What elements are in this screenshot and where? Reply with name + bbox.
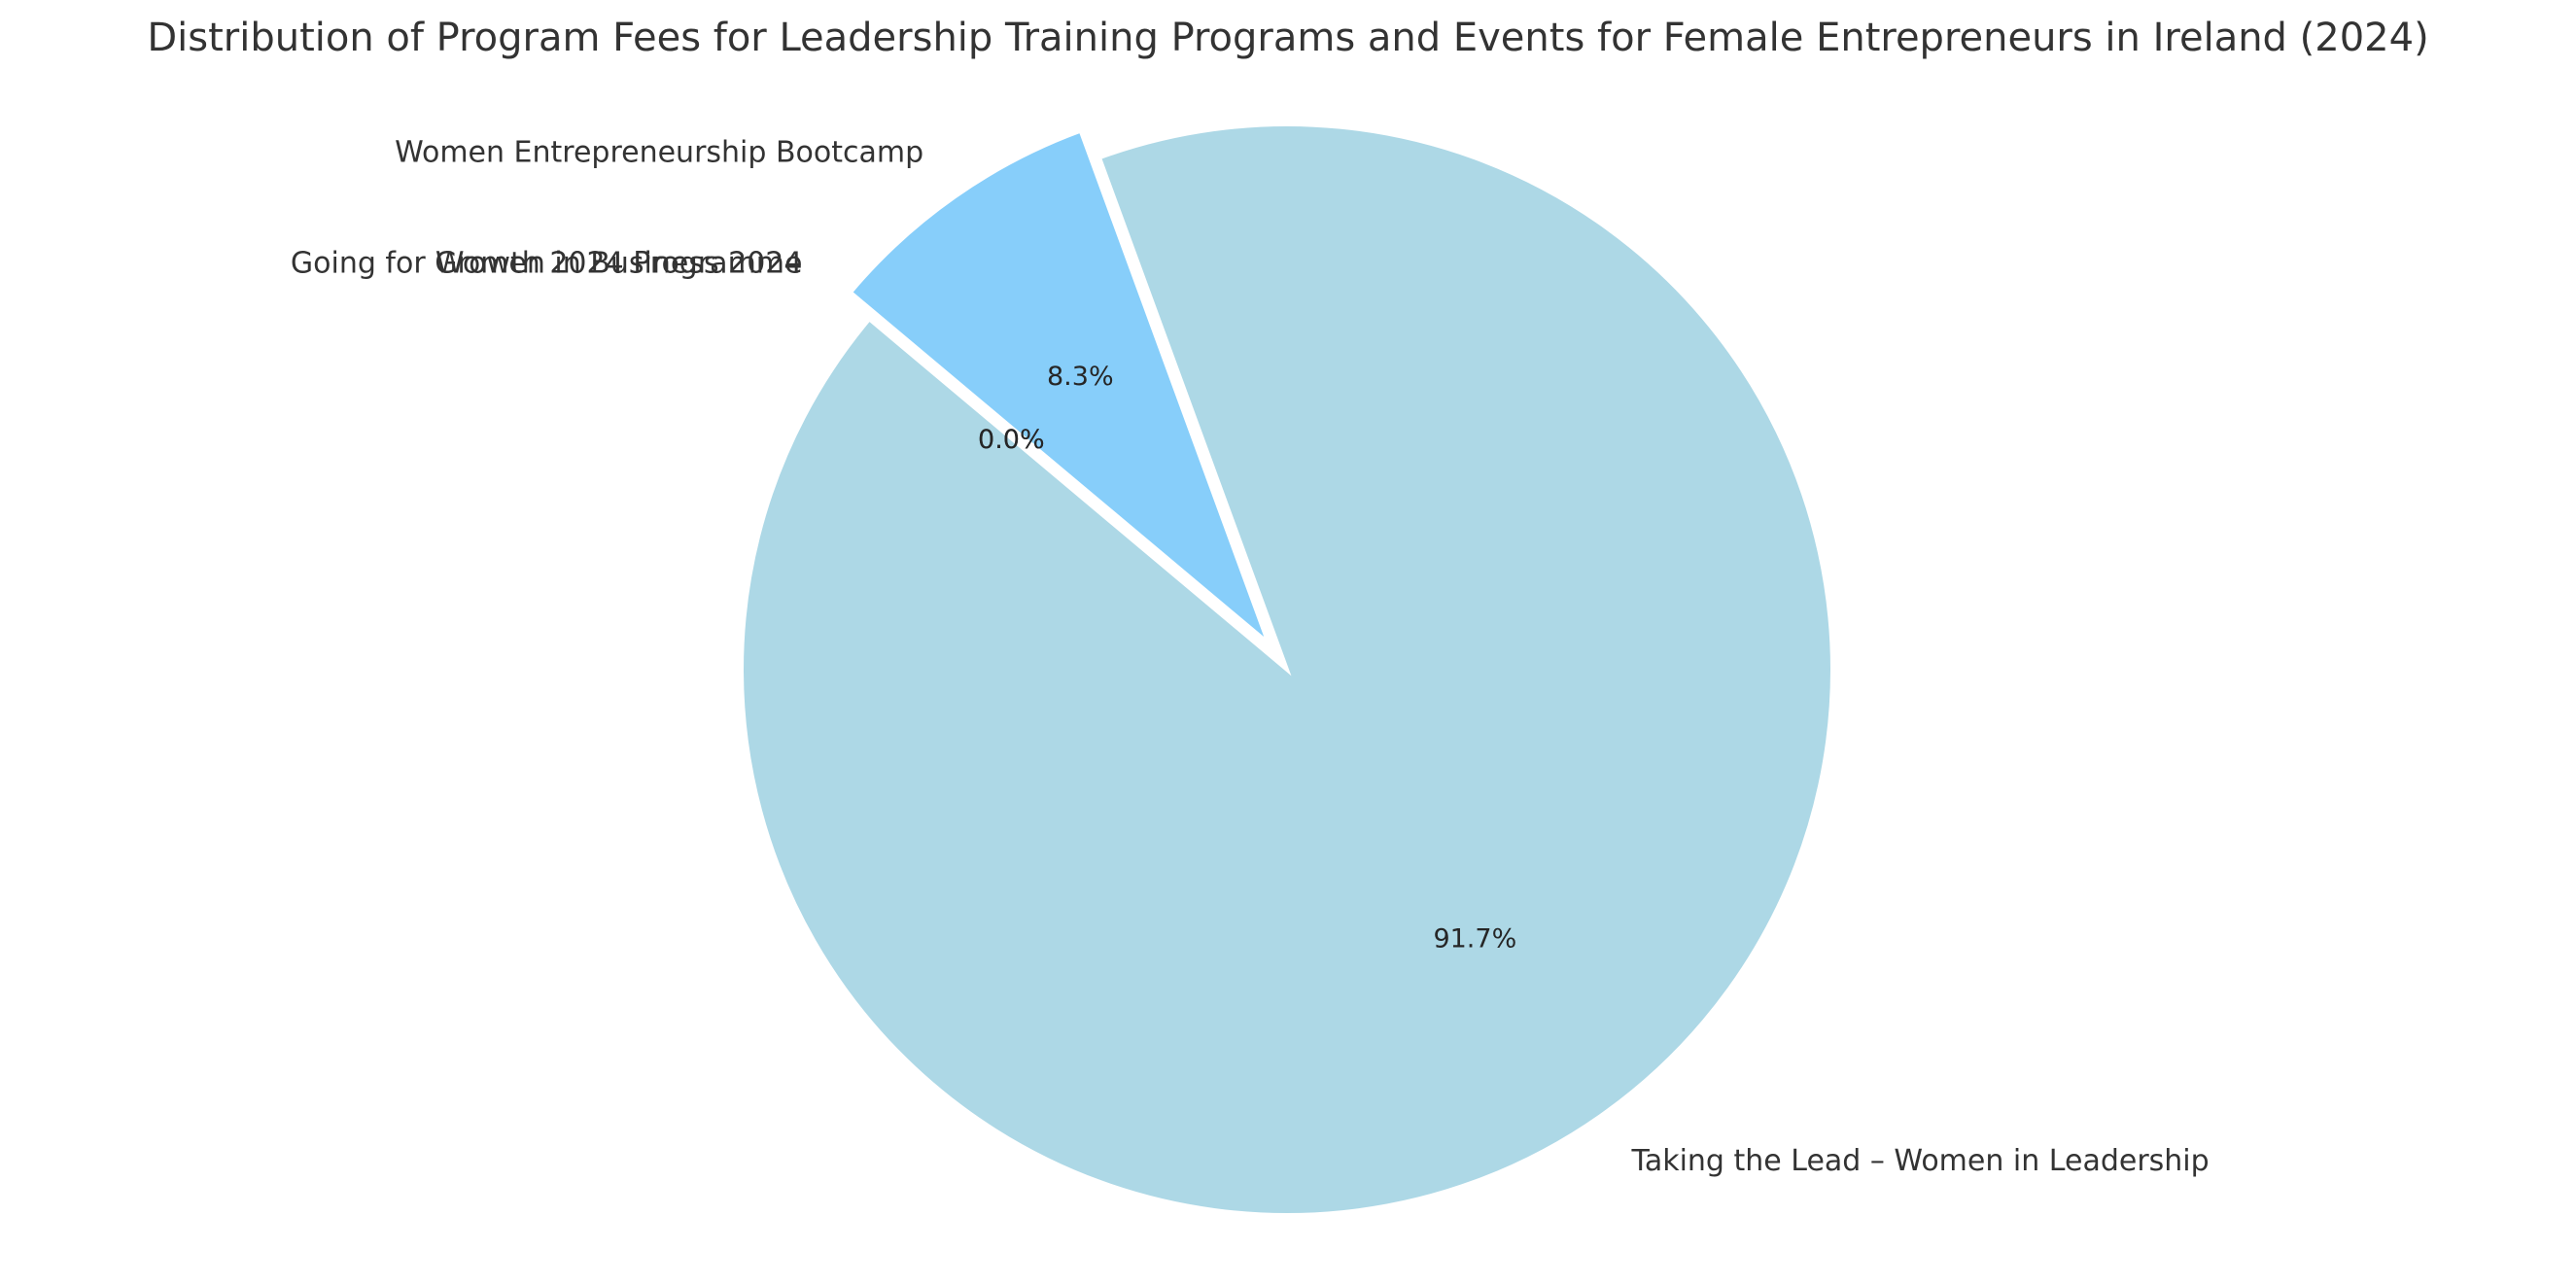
percent-label-women-in-business-2024: 0.0% — [978, 425, 1045, 455]
slice-label-women-entrepreneurship-bootcamp: Women Entrepreneurship Bootcamp — [395, 135, 923, 169]
slice-label-taking-the-lead-women-in-leadership: Taking the Lead – Women in Leadership — [1630, 1144, 2209, 1178]
pie-slice-taking-the-lead-women-in-leadership — [740, 122, 1834, 1217]
percent-label-women-entrepreneurship-bootcamp: 8.3% — [1047, 362, 1114, 392]
percent-label-taking-the-lead-women-in-leadership: 91.7% — [1433, 924, 1516, 955]
chart-title: Distribution of Program Fees for Leaders… — [147, 16, 2428, 60]
pie-slice-women-entrepreneurship-bootcamp — [848, 128, 1273, 649]
labels-layer: Taking the Lead – Women in Leadership 91.… — [291, 135, 2210, 1178]
slice-label-women-in-business-2024: Women in Business 2024 — [435, 247, 803, 281]
slice-label-going-for-growth-2024-programme: Going for Growth 2024 Programme — [291, 247, 803, 281]
slices-layer — [740, 122, 1834, 1217]
percent-label-going-for-growth-2024-programme: 0.0% — [978, 425, 1045, 455]
